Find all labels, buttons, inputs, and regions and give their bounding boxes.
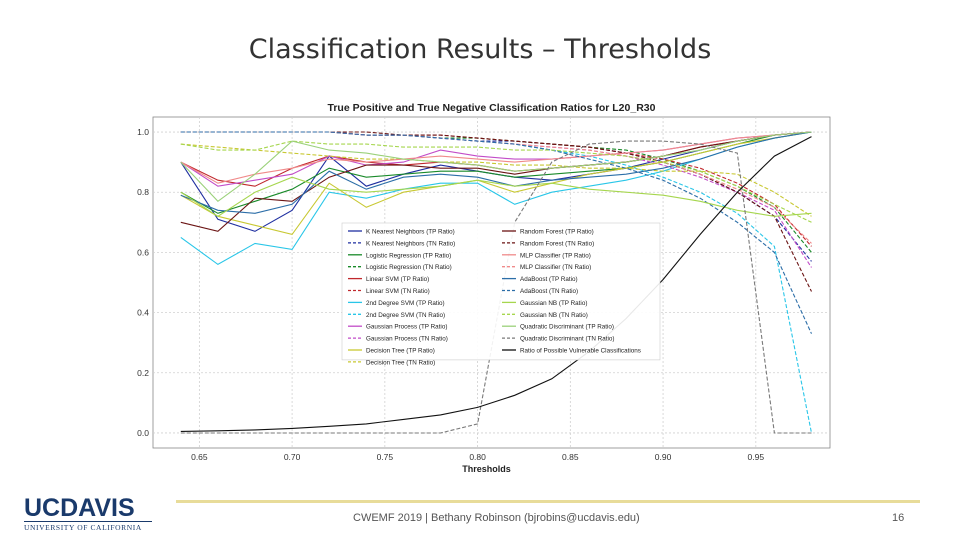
slide-title: Classification Results – Thresholds (248, 34, 712, 65)
series-line (180, 136, 812, 432)
legend-label: Gaussian Process (TP Ratio) (366, 324, 447, 331)
series-line (180, 143, 812, 217)
x-tick-label: 0.70 (284, 452, 301, 462)
legend-label: Decision Tree (TP Ratio) (366, 348, 435, 355)
legend-label: Gaussian NB (TP Ratio) (520, 300, 587, 307)
x-tick-label: 0.85 (562, 452, 579, 462)
chart: True Positive and True Negative Classifi… (130, 100, 838, 478)
legend-label: 2nd Degree SVM (TP Ratio) (366, 300, 445, 307)
x-tick-label: 0.90 (655, 452, 672, 462)
legend-label: Gaussian NB (TN Ratio) (520, 312, 588, 319)
y-tick-label: 1.0 (137, 127, 149, 137)
legend-label: AdaBoost (TP Ratio) (520, 276, 578, 283)
legend-label: Linear SVM (TP Ratio) (366, 276, 429, 283)
ucdavis-logo: UCDAVIS UNIVERSITY OF CALIFORNIA (24, 495, 156, 533)
page-number: 16 (892, 512, 905, 524)
series-line (180, 131, 812, 236)
x-tick-label: 0.65 (191, 452, 208, 462)
legend-label: Quadratic Discriminant (TP Ratio) (520, 324, 614, 331)
y-tick-label: 0.4 (137, 308, 149, 318)
legend-label: Linear SVM (TN Ratio) (366, 288, 430, 295)
series-line (180, 131, 813, 334)
legend-label: Quadratic Discriminant (TN Ratio) (520, 336, 614, 343)
series-line (180, 131, 812, 184)
series-line (180, 140, 812, 223)
series-line (180, 131, 812, 203)
x-tick-label: 0.80 (469, 452, 486, 462)
footer-divider (176, 500, 920, 503)
logo-subtext: UNIVERSITY OF CALIFORNIA (24, 521, 152, 532)
legend-label: Random Forest (TP Ratio) (520, 229, 594, 236)
x-tick-label: 0.95 (748, 452, 765, 462)
legend-label: Decision Tree (TN Ratio) (366, 359, 435, 366)
legend-label: AdaBoost (TN Ratio) (520, 288, 578, 295)
legend-label: 2nd Degree SVM (TN Ratio) (366, 312, 445, 319)
legend-label: Random Forest (TN Ratio) (520, 240, 594, 247)
legend-label: Logistic Regression (TN Ratio) (366, 264, 452, 271)
series-line (180, 140, 812, 434)
legend-label: Ratio of Possible Vulnerable Classificat… (520, 348, 641, 355)
footer-credit: CWEMF 2019 | Bethany Robinson (bjrobins@… (353, 512, 640, 524)
logo-wordmark: UCDAVIS (24, 494, 135, 522)
legend-label: K Nearest Neighbors (TN Ratio) (366, 240, 455, 247)
legend-label: MLP Classifier (TN Ratio) (520, 264, 591, 271)
x-axis-label: Thresholds (462, 464, 511, 474)
legend-label: K Nearest Neighbors (TP Ratio) (366, 229, 455, 236)
series-line (180, 176, 812, 217)
chart-svg: True Positive and True Negative Classifi… (137, 102, 831, 474)
legend-label: MLP Classifier (TP Ratio) (520, 252, 591, 259)
y-tick-label: 0.0 (137, 428, 149, 438)
chart-title: True Positive and True Negative Classifi… (328, 102, 656, 114)
legend-label: Gaussian Process (TN Ratio) (366, 336, 448, 343)
y-tick-label: 0.6 (137, 247, 149, 257)
y-tick-label: 0.8 (137, 187, 149, 197)
legend-label: Logistic Regression (TP Ratio) (366, 252, 451, 259)
legend-box (341, 222, 661, 361)
x-tick-label: 0.75 (377, 452, 394, 462)
series-line (180, 131, 812, 214)
y-tick-label: 0.2 (137, 368, 149, 378)
